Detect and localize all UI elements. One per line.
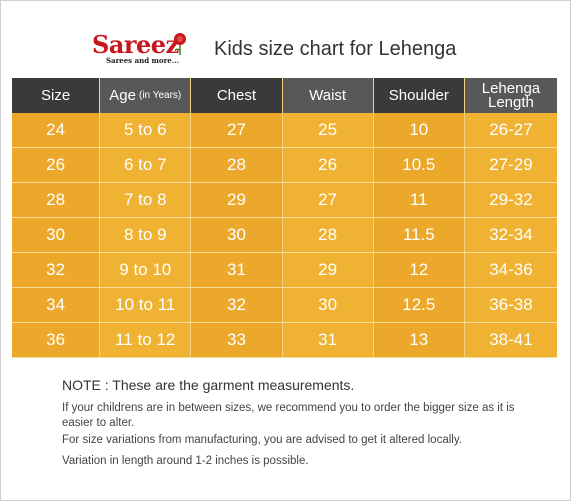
cell-size: 28 [12,183,101,217]
page-title: Kids size chart for Lehenga [214,38,457,60]
cell-shoulder: 11 [373,183,465,217]
note-line: For size variations from manufacturing, … [62,434,462,446]
cell-shoulder: 11.5 [373,218,465,252]
table-header-row: Size Age (in Years) Chest Waist Shoulder … [12,78,558,113]
table-body: 24 5 to 6 27 25 10 26-27 26 6 to 7 28 26 10.5 27-29… [12,113,558,358]
cell-chest: 28 [191,148,283,182]
cell-chest: 30 [191,218,283,252]
header-lehenga-length: Lehenga Length [464,78,558,113]
note-line: Variation in length around 1-2 inches is… [62,455,309,467]
cell-waist: 27 [282,183,374,217]
cell-size: 32 [12,253,101,287]
cell-chest: 27 [191,113,283,147]
cell-waist: 25 [282,113,374,147]
cell-shoulder: 13 [373,323,465,357]
cell-size: 24 [12,113,101,147]
cell-chest: 32 [191,288,283,322]
header-age-sub: (in Years) [139,89,182,101]
sareez-logo: Sareez Sarees and more... [92,32,210,68]
cell-size: 26 [12,148,101,182]
cell-age: 9 to 10 [100,253,192,287]
header-size-label: Size [41,86,71,104]
rose-icon [174,33,186,55]
cell-waist: 26 [282,148,374,182]
cell-waist: 29 [282,253,374,287]
cell-lehenga-length: 29-32 [464,183,558,217]
table-row: 30 8 to 9 30 28 11.5 32-34 [12,218,558,253]
table-row: 36 11 to 12 33 31 13 38-41 [12,323,558,358]
cell-age: 10 to 11 [100,288,192,322]
table-row: 24 5 to 6 27 25 10 26-27 [12,113,558,148]
table-row: 28 7 to 8 29 27 11 29-32 [12,183,558,218]
cell-chest: 33 [191,323,283,357]
header-shoulder-label: Shoulder [388,86,449,104]
cell-waist: 28 [282,218,374,252]
cell-size: 30 [12,218,101,252]
size-chart-table: Size Age (in Years) Chest Waist Shoulder … [12,78,558,358]
header-lehenga-length-label: Lehenga Length [481,79,541,111]
header-chest: Chest [191,78,283,113]
cell-shoulder: 10.5 [373,148,465,182]
header-shoulder: Shoulder [373,78,465,113]
cell-shoulder: 12.5 [373,288,465,322]
cell-shoulder: 12 [373,253,465,287]
table-row: 34 10 to 11 32 30 12.5 36-38 [12,288,558,323]
cell-lehenga-length: 34-36 [464,253,558,287]
table-row: 26 6 to 7 28 26 10.5 27-29 [12,148,558,183]
cell-waist: 31 [282,323,374,357]
header-age: Age (in Years) [100,78,192,113]
cell-shoulder: 10 [373,113,465,147]
header-waist: Waist [282,78,374,113]
cell-lehenga-length: 36-38 [464,288,558,322]
cell-chest: 29 [191,183,283,217]
cell-age: 7 to 8 [100,183,192,217]
note-heading: NOTE : These are the garment measurement… [62,377,355,393]
cell-age: 6 to 7 [100,148,192,182]
logo-wordmark: Sareez [92,30,179,59]
header-waist-label: Waist [309,86,347,104]
cell-lehenga-length: 32-34 [464,218,558,252]
logo-tagline: Sarees and more... [106,56,180,65]
header-chest-label: Chest [216,86,257,104]
cell-size: 36 [12,323,101,357]
header-age-label: Age [109,86,136,104]
table-row: 32 9 to 10 31 29 12 34-36 [12,253,558,288]
cell-age: 5 to 6 [100,113,192,147]
cell-waist: 30 [282,288,374,322]
header-size: Size [12,78,101,113]
cell-lehenga-length: 38-41 [464,323,558,357]
note-line: If your childrens are in between sizes, … [62,402,515,429]
cell-age: 8 to 9 [100,218,192,252]
cell-lehenga-length: 26-27 [464,113,558,147]
cell-size: 34 [12,288,101,322]
cell-chest: 31 [191,253,283,287]
cell-lehenga-length: 27-29 [464,148,558,182]
cell-age: 11 to 12 [100,323,192,357]
